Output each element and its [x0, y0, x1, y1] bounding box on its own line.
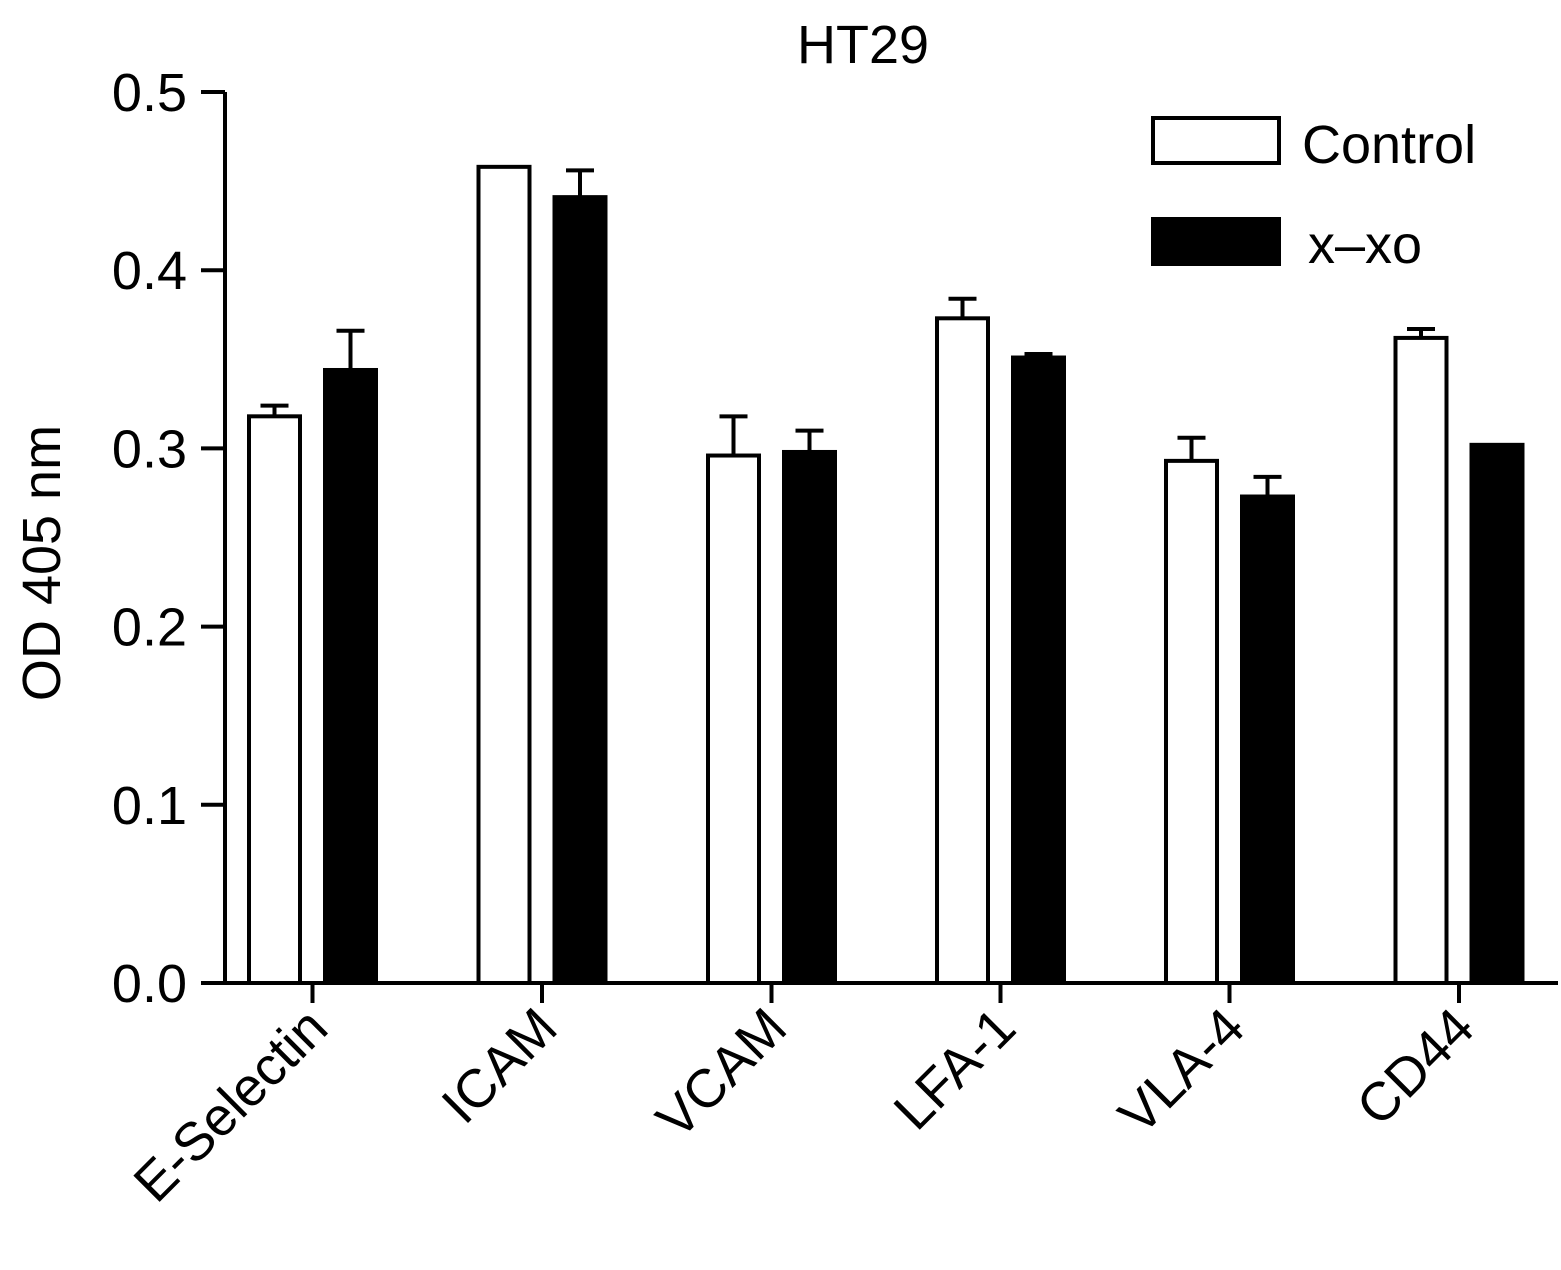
chart-title: HT29 — [797, 15, 929, 75]
x-tick-label: ICAM — [431, 997, 569, 1135]
legend-label-x-xo: x–xo — [1308, 215, 1422, 275]
bar-control — [1393, 335, 1449, 985]
x-tick-label: VLA-4 — [1107, 997, 1256, 1146]
legend-swatch-x-xo — [1151, 217, 1281, 266]
bar-control — [935, 316, 990, 985]
bars — [247, 164, 1525, 986]
bar-x-xo — [552, 195, 608, 985]
bar-x-xo — [782, 449, 837, 985]
legend-swatch-control — [1151, 116, 1281, 165]
bar-x-xo — [1011, 355, 1066, 985]
y-tick-label: 0.4 — [112, 241, 187, 301]
x-tick-label: LFA-1 — [883, 997, 1027, 1141]
y-tick-label: 0.3 — [112, 419, 187, 479]
x-tick-label: CD44 — [1345, 997, 1485, 1137]
bar-control — [247, 414, 302, 986]
bar-x-xo — [1469, 442, 1525, 985]
bar-control — [1164, 458, 1219, 985]
y-tick-label: 0.0 — [112, 954, 187, 1014]
x-tick-label: VCAM — [645, 997, 798, 1150]
y-tick-label: 0.2 — [112, 598, 187, 658]
bar-x-xo — [323, 367, 378, 985]
legend-label-control: Control — [1302, 115, 1476, 175]
y-tick-label: 0.5 — [112, 63, 187, 123]
y-axis-label: OD 405 nm — [12, 425, 72, 701]
bar-control — [476, 164, 532, 985]
bar-control — [706, 453, 761, 985]
y-tick-label: 0.1 — [112, 776, 187, 836]
legend: Control x–xo — [1151, 115, 1476, 275]
x-tick-label: E-Selectin — [123, 997, 339, 1213]
bar-x-xo — [1240, 494, 1295, 985]
